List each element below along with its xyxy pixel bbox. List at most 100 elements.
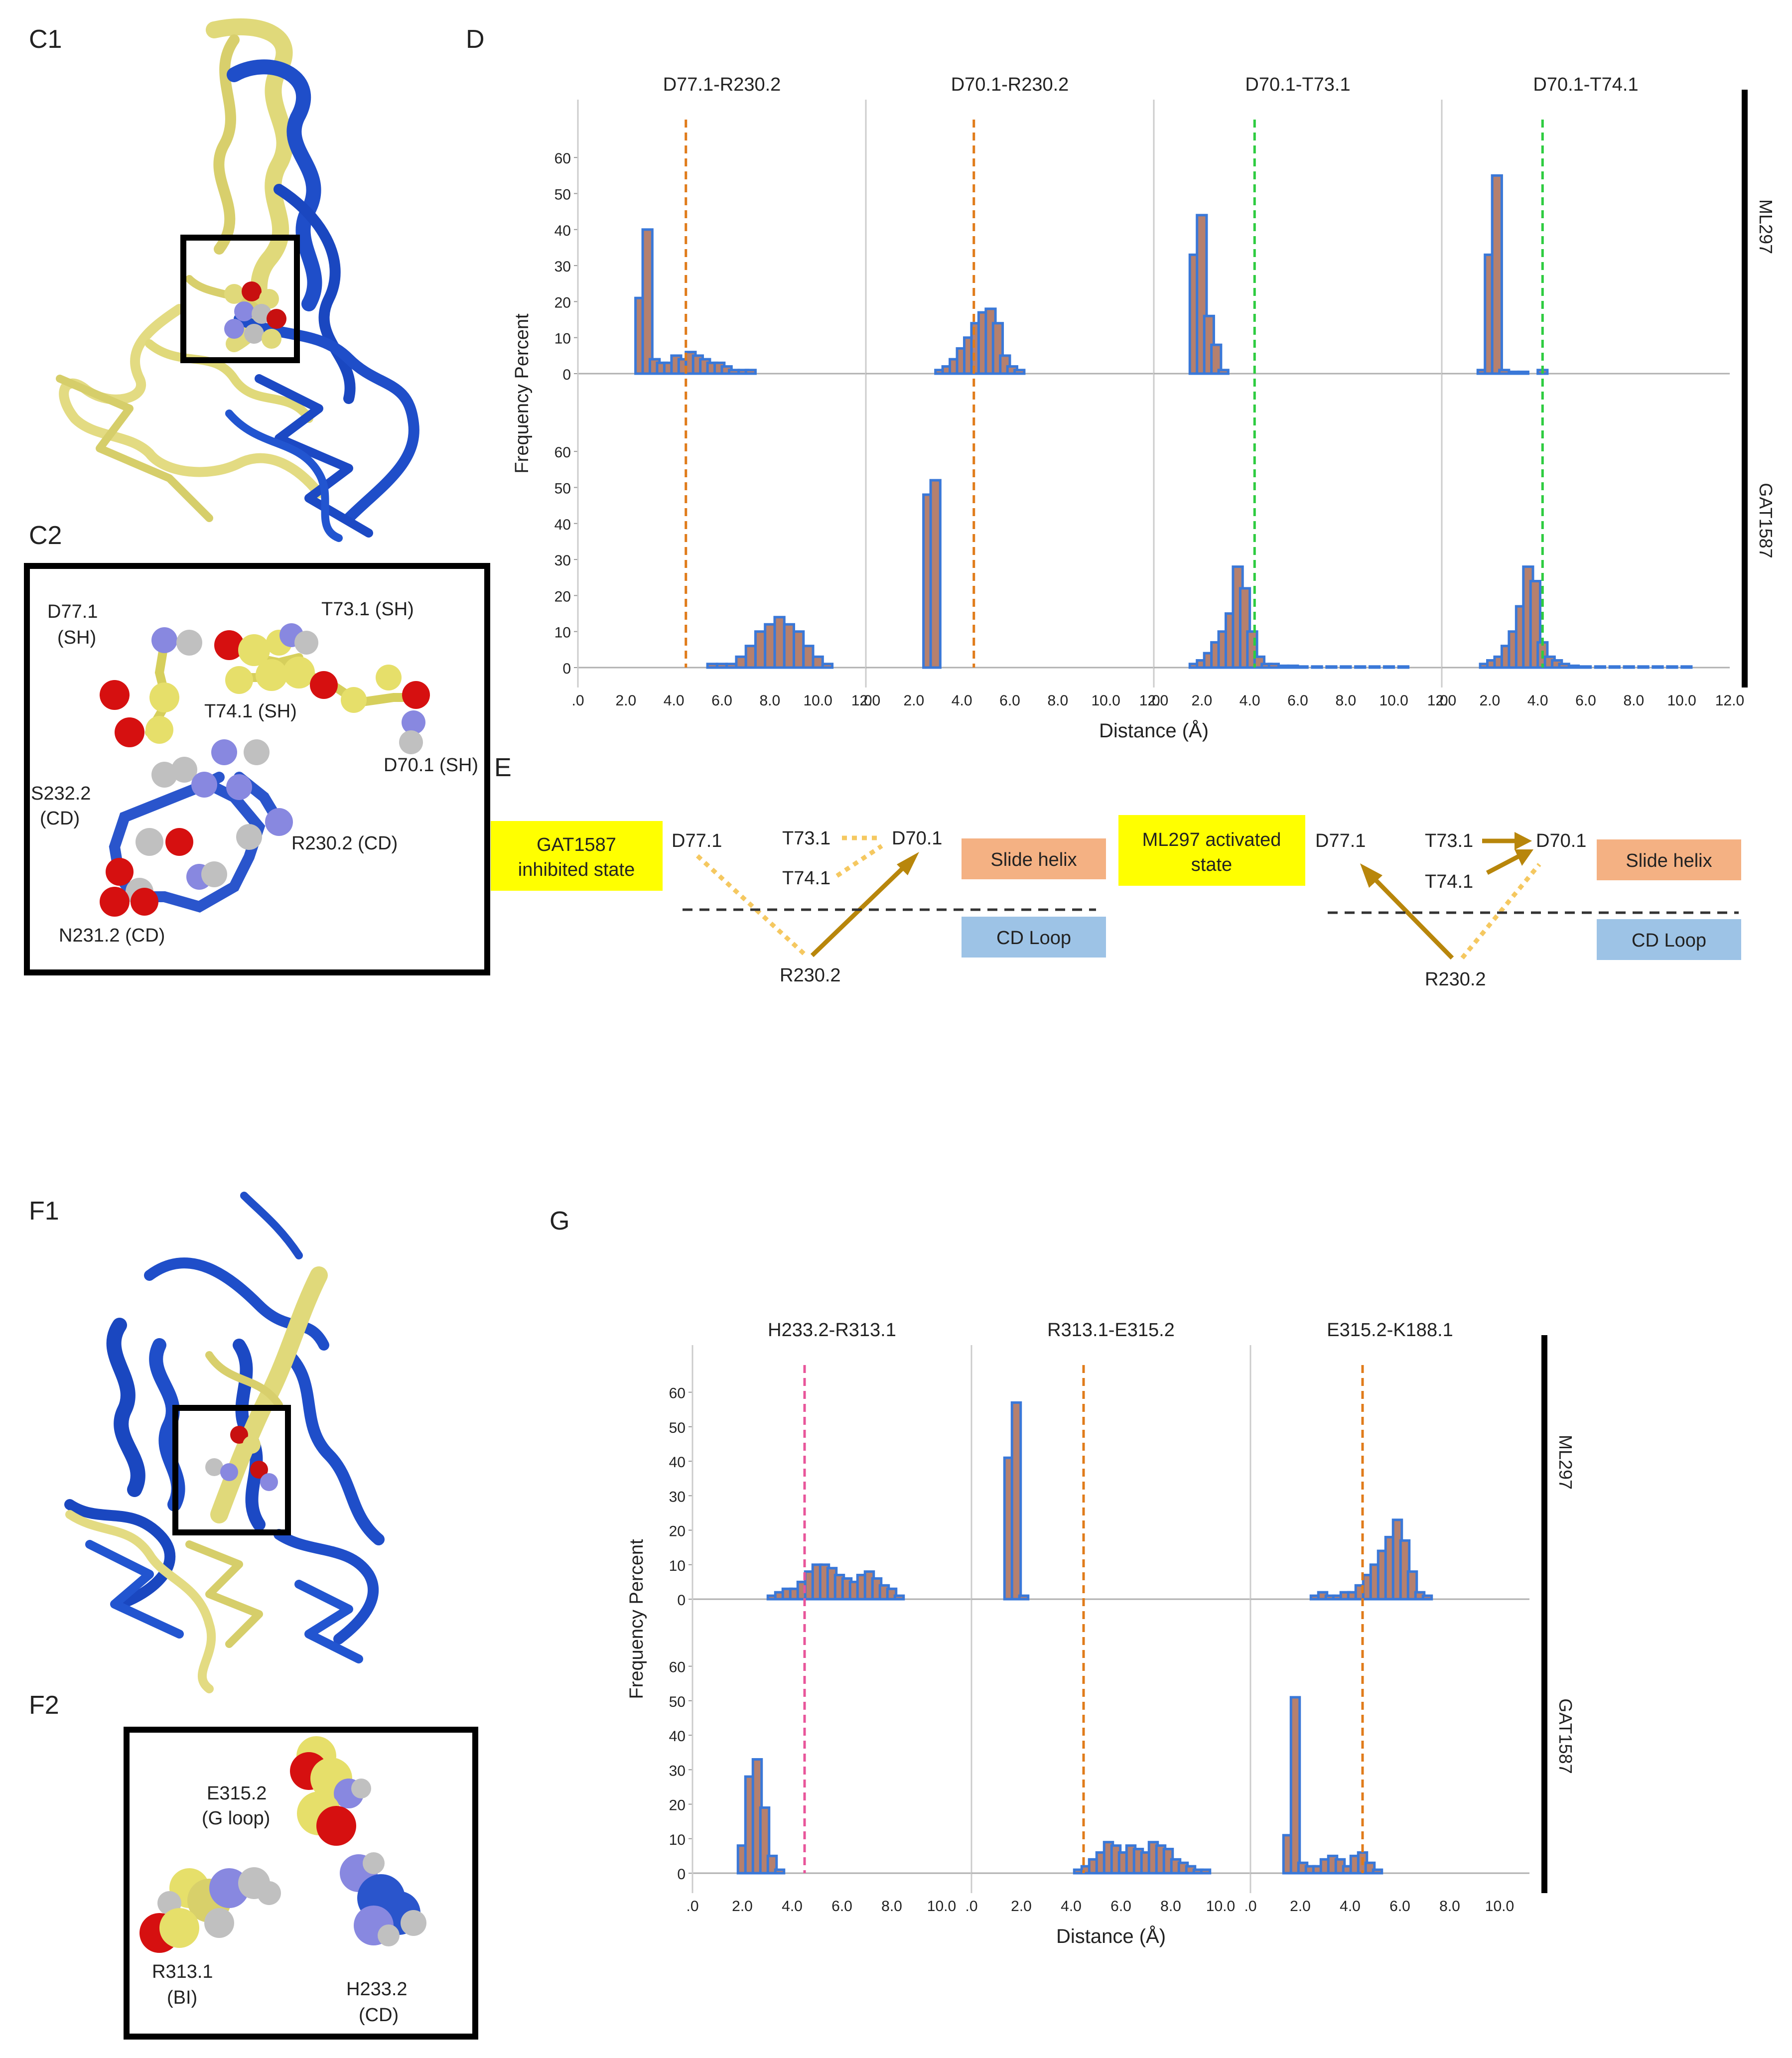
histogram-bar xyxy=(802,645,815,669)
label-r313-sub: (BI) xyxy=(167,1987,197,2008)
y-tick-label: 50 xyxy=(669,1694,686,1710)
x-tick-label: 2.0 xyxy=(1191,692,1212,709)
histogram-bar xyxy=(1608,665,1621,669)
histogram-bar xyxy=(1498,369,1511,375)
histogram-bar xyxy=(1594,665,1607,669)
y-axis-label: Frequency Percent xyxy=(626,1539,647,1699)
histogram-bar xyxy=(706,663,718,669)
x-tick-label: 2.0 xyxy=(903,692,924,709)
x-tick-label: 2.0 xyxy=(1290,1898,1311,1915)
residue-inset-c2: D77.1 (SH) T73.1 (SH) T74.1 (SH) D70.1 (… xyxy=(24,563,490,975)
x-tick-label: 10.0 xyxy=(1485,1898,1514,1915)
y-tick-label: 30 xyxy=(669,1763,686,1779)
x-tick-label: 2.0 xyxy=(615,692,636,709)
histogram-bar xyxy=(1296,665,1309,669)
x-tick-label: 6.0 xyxy=(1287,692,1308,709)
cd-loop-box-inhibited xyxy=(962,917,1106,958)
x-tick-label: 6.0 xyxy=(999,692,1020,709)
activated-t74: T74.1 xyxy=(1425,871,1473,892)
slide-helix-box-inhibited xyxy=(962,838,1106,879)
x-tick-label: 6.0 xyxy=(1110,1898,1131,1915)
x-tick-label: 6.0 xyxy=(1575,692,1596,709)
histogram-bar xyxy=(1491,174,1503,375)
y-tick-label: 20 xyxy=(554,294,571,311)
x-tick-label: 12.0 xyxy=(1715,692,1744,709)
label-s232: S232.2 xyxy=(31,783,91,804)
histogram-bar xyxy=(1267,663,1280,669)
slide-helix-label-inhibited: Slide helix xyxy=(990,849,1077,870)
x-tick-label: 10.0 xyxy=(927,1898,956,1915)
x-axis-label: Distance (Å) xyxy=(1099,719,1209,742)
facet-title: E315.2-K188.1 xyxy=(1327,1320,1453,1341)
label-n231: N231.2 (CD) xyxy=(59,925,165,946)
activated-t74-d70-arrow xyxy=(1486,854,1521,875)
activated-r230-d77-arrow xyxy=(1371,875,1454,960)
x-tick-label: 4.0 xyxy=(664,692,685,709)
x-tick-label: 4.0 xyxy=(952,692,972,709)
histogram-bar xyxy=(1421,1594,1433,1601)
histogram-bar xyxy=(1217,369,1230,375)
histogram-bar xyxy=(893,1594,905,1601)
histogram-bar xyxy=(1382,665,1395,669)
histogram-bar xyxy=(1680,665,1693,669)
inhibited-t74: T74.1 xyxy=(782,868,830,889)
label-r313: R313.1 xyxy=(152,1961,213,1982)
y-tick-label: 60 xyxy=(554,444,571,461)
histogram-bar xyxy=(812,655,824,669)
inhibited-t73: T73.1 xyxy=(782,828,830,849)
histogram-bar xyxy=(783,623,795,669)
label-e315-sub: (G loop) xyxy=(202,1808,270,1829)
activated-state-label-1: ML297 activated xyxy=(1142,829,1281,850)
x-tick-label: 10.0 xyxy=(1667,692,1696,709)
y-tick-label: 60 xyxy=(554,150,571,167)
x-tick-label: 8.0 xyxy=(1623,692,1644,709)
histogram-bar xyxy=(1517,370,1529,375)
histogram-grid-d: D77.1-R230.2 0 10 20 30 40 50 60 0 10 20 30 40 50 60 .0… xyxy=(512,74,1776,742)
facet-title: R313.1-E315.2 xyxy=(1047,1320,1175,1341)
histogram-bar xyxy=(1579,665,1592,669)
panel-label-c1: C1 xyxy=(29,25,62,54)
x-tick-label: 8.0 xyxy=(1439,1898,1460,1915)
x-tick-label: .0 xyxy=(859,692,872,709)
inhibited-state-label-2: inhibited state xyxy=(518,859,635,880)
y-tick-label: 50 xyxy=(554,480,571,497)
x-tick-label: 8.0 xyxy=(1160,1898,1181,1915)
inhibited-d77-r230-dotted xyxy=(695,854,809,959)
histogram-bar xyxy=(1289,1696,1301,1875)
histogram-bar xyxy=(727,369,740,375)
x-tick-label: .0 xyxy=(965,1898,977,1915)
panel-label-f2: F2 xyxy=(29,1691,59,1720)
histogram-bar xyxy=(1018,1594,1030,1601)
histogram-bar xyxy=(1200,1868,1212,1875)
y-tick-label: 60 xyxy=(669,1659,686,1676)
x-tick-label: 4.0 xyxy=(1340,1898,1361,1915)
activated-state-box xyxy=(1118,815,1305,886)
label-t73: T73.1 (SH) xyxy=(321,599,414,620)
ligand-spheres-c1 xyxy=(224,281,286,349)
inhibited-state-label-1: GAT1587 xyxy=(537,834,616,855)
activated-d70: D70.1 xyxy=(1536,830,1586,851)
y-tick-label: 40 xyxy=(669,1454,686,1471)
label-h233: H233.2 xyxy=(346,1979,408,2000)
x-tick-label: 10.0 xyxy=(1379,692,1408,709)
y-tick-label: 40 xyxy=(554,517,571,533)
y-axis-label: Frequency Percent xyxy=(512,313,533,473)
panel-label-e: E xyxy=(494,753,512,782)
histogram-bar xyxy=(929,479,942,669)
cd-loop-label-activated: CD Loop xyxy=(1632,930,1706,951)
inhibited-state-box xyxy=(491,821,663,891)
histogram-bar xyxy=(735,655,747,669)
x-tick-label: .0 xyxy=(1147,692,1160,709)
x-tick-label: 12.0 xyxy=(851,692,880,709)
histogram-bar xyxy=(1287,664,1299,669)
inhibited-r230: R230.2 xyxy=(780,965,841,986)
row-label: GAT1587 xyxy=(1756,483,1776,558)
histogram-bar xyxy=(744,645,757,669)
panel-label-f1: F1 xyxy=(29,1197,59,1226)
y-tick-label: 50 xyxy=(554,186,571,203)
arrowhead xyxy=(1360,863,1382,888)
histogram-bar xyxy=(1369,665,1381,669)
y-tick-label: 20 xyxy=(669,1797,686,1814)
panel-label-c2: C2 xyxy=(29,521,62,550)
